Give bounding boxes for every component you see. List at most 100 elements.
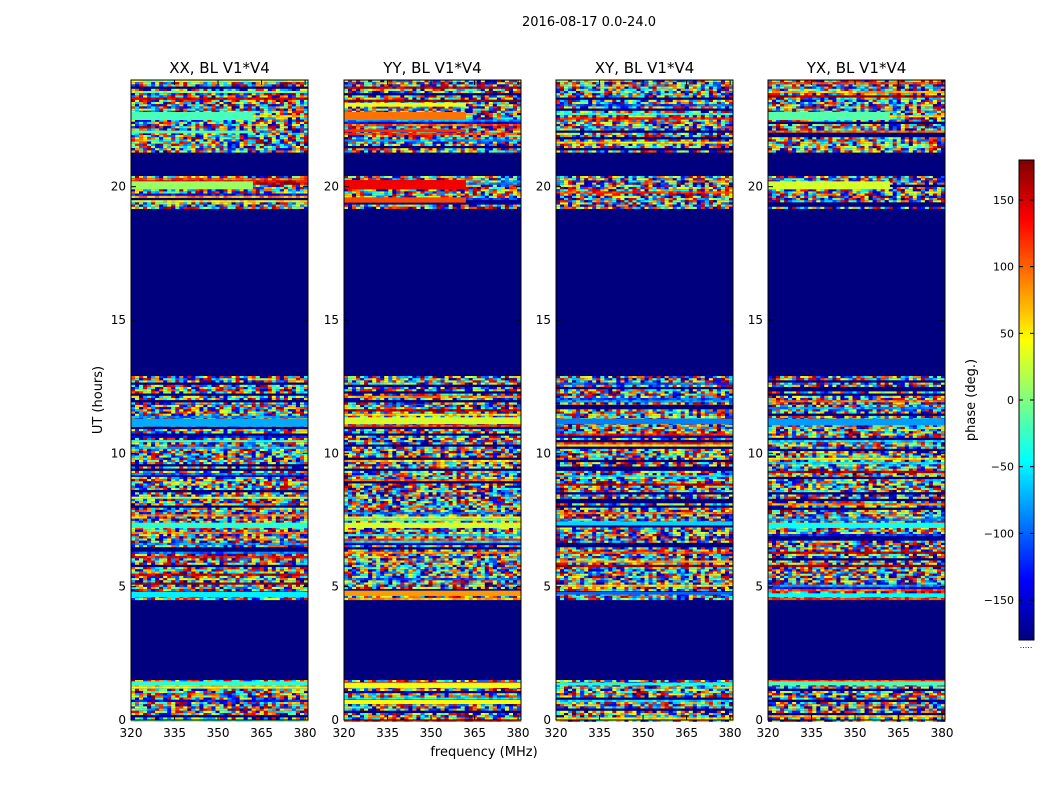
noise-cell [227, 398, 232, 401]
noise-cell [179, 446, 184, 449]
noise-cell [219, 387, 224, 390]
noise-cell [151, 507, 156, 510]
noise-cell [219, 494, 224, 497]
noise-cell [195, 704, 200, 707]
noise-cell [235, 699, 240, 702]
noise-cell [279, 684, 285, 687]
noise-cell [243, 582, 248, 585]
noise-cell [139, 178, 144, 181]
noise-cell [163, 176, 168, 179]
noise-cell [243, 413, 248, 416]
noise-cell [203, 684, 208, 687]
noise-cell [304, 704, 309, 707]
noise-cell [227, 540, 232, 543]
noise-cell [227, 487, 232, 491]
noise-cell [304, 444, 309, 447]
noise-cell [131, 589, 136, 592]
noise-cell [215, 684, 220, 687]
noise-cell [219, 704, 224, 707]
noise-cell [131, 699, 136, 702]
noise-cell [267, 407, 273, 410]
noise-cell [183, 459, 188, 463]
noise-cell [255, 446, 260, 449]
noise-cell [255, 435, 260, 438]
noise-cell [195, 531, 200, 535]
noise-cell [255, 481, 260, 484]
noise-cell [151, 402, 156, 405]
noise-cell [199, 529, 204, 532]
noise-cell [215, 494, 220, 497]
noise-cell [267, 431, 273, 434]
noise-cell [267, 380, 273, 383]
noise-cell [304, 562, 309, 565]
noise-cell [295, 717, 301, 720]
noise-cell [131, 501, 136, 504]
noise-cell [235, 485, 240, 488]
noise-cell [304, 686, 309, 689]
noise-cell [279, 409, 285, 412]
noise-cell [199, 708, 204, 711]
noise-cell [199, 710, 204, 713]
noise-cell [139, 693, 144, 696]
noise-cell [300, 545, 305, 548]
noise-cell [159, 520, 164, 524]
noise-cell [263, 569, 269, 572]
noise-cell [171, 473, 176, 476]
noise-cell [287, 691, 293, 694]
noise-cell [304, 442, 309, 445]
noise-cell [143, 562, 148, 565]
noise-cell [195, 492, 200, 495]
noise-cell [135, 444, 140, 447]
noise-cell [143, 708, 148, 711]
noise-cell [179, 459, 184, 463]
noise-cell [219, 437, 224, 441]
noise-cell [163, 387, 168, 390]
noise-cell [191, 387, 196, 390]
noise-cell [179, 527, 184, 530]
noise-cell [155, 496, 160, 499]
noise-cell [304, 446, 309, 449]
noise-cell [291, 589, 297, 592]
noise-cell [304, 409, 309, 412]
noise-cell [155, 567, 160, 570]
noise-cell [211, 551, 216, 554]
noise-cell [147, 404, 152, 408]
noise-cell [131, 575, 136, 579]
noise-cell [243, 684, 248, 687]
noise-cell [295, 411, 301, 414]
noise-cell [267, 501, 273, 504]
noise-cell [275, 462, 281, 465]
noise-cell [199, 487, 204, 491]
noise-cell [239, 453, 244, 456]
noise-cell [287, 466, 293, 469]
noise-cell [239, 697, 244, 700]
noise-cell [235, 415, 240, 419]
noise-cell [295, 558, 301, 561]
noise-cell [291, 496, 297, 499]
noise-cell [183, 556, 188, 559]
noise-cell [163, 507, 168, 510]
noise-cell [243, 507, 248, 510]
noise-cell [219, 573, 224, 576]
noise-cell [304, 384, 309, 387]
noise-cell [187, 695, 192, 698]
noise-cell [304, 440, 309, 443]
noise-cell [255, 391, 260, 394]
noise-cell [263, 387, 269, 390]
noise-cell [147, 514, 152, 517]
noise-cell [171, 691, 176, 694]
noise-cell [231, 719, 236, 722]
noise-cell [295, 693, 301, 696]
noise-cell [167, 578, 172, 581]
noise-cell [287, 710, 293, 713]
noise-cell [199, 580, 204, 583]
noise-cell [271, 686, 277, 689]
noise-cell [283, 516, 289, 519]
noise-cell [211, 702, 216, 705]
noise-cell [183, 387, 188, 390]
noise-cell [267, 483, 273, 486]
noise-cell [175, 514, 180, 517]
noise-cell [247, 516, 252, 519]
noise-cell [151, 573, 156, 576]
noise-cell [151, 562, 156, 565]
